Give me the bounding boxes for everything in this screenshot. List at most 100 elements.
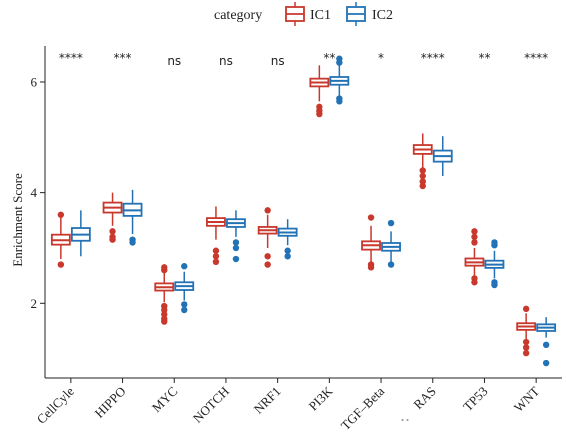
outlier-point xyxy=(471,233,478,241)
outlier-point xyxy=(471,228,478,235)
outlier-point xyxy=(419,172,426,180)
outlier-point xyxy=(284,247,291,254)
significance-cellcyle: **** xyxy=(59,51,83,65)
legend-title: category xyxy=(214,8,262,23)
outlier-point xyxy=(264,253,271,260)
significance-hippo: *** xyxy=(114,51,132,65)
box-ic1-nrf1 xyxy=(257,207,278,268)
outlier-point xyxy=(264,207,271,214)
legend-key-ic2 xyxy=(346,2,366,26)
outlier-point xyxy=(471,239,478,246)
significance-pi3k: ** xyxy=(323,51,335,65)
outlier-point xyxy=(316,110,323,118)
box-ic1-tgf-beta xyxy=(361,214,381,271)
box-ic2-notch xyxy=(226,210,246,263)
outlier-point xyxy=(419,167,426,174)
y-tick-label-6: 6 xyxy=(31,74,38,89)
outlier-point xyxy=(212,258,220,265)
outlier-point xyxy=(471,279,478,286)
outlier-point xyxy=(522,349,530,357)
outlier-point xyxy=(212,247,220,254)
significance-wnt: **** xyxy=(524,51,548,65)
outlier-point xyxy=(419,182,426,190)
outlier-point xyxy=(161,266,168,274)
outlier-point xyxy=(232,239,240,246)
significance-nrf1: ns xyxy=(271,54,285,68)
legend-item-ic2: IC2 xyxy=(346,2,393,26)
boxes xyxy=(50,55,557,367)
x-tick-label-tp53: TP53 xyxy=(460,384,491,415)
outlier-point xyxy=(491,242,498,249)
outlier-point xyxy=(387,219,395,227)
box-ic1-notch xyxy=(206,206,226,265)
outlier-point xyxy=(161,306,168,314)
box-ic2-myc xyxy=(174,263,195,314)
outlier-point xyxy=(284,253,291,260)
box-ic1-myc xyxy=(154,264,175,325)
outlier-point xyxy=(336,59,343,66)
outlier-point xyxy=(232,255,240,263)
legend-item-ic1: IC1 xyxy=(285,2,331,26)
y-axis-title: Enrichment Score xyxy=(10,173,25,267)
outlier-point xyxy=(181,301,188,308)
x-tick-label-ras: RAS xyxy=(410,384,438,412)
watermark: 云生信学生物信息学 xyxy=(398,415,540,432)
box-ic1-ras xyxy=(412,133,433,190)
outlier-point xyxy=(181,263,188,270)
x-tick-label-cellcyle: CellCyle xyxy=(34,383,77,426)
outlier-point xyxy=(57,211,65,218)
outlier-point xyxy=(522,305,530,313)
outlier-point xyxy=(181,306,188,314)
box-ic1-tp53 xyxy=(464,228,485,286)
outlier-point xyxy=(542,359,550,367)
y-tick-label-4: 4 xyxy=(31,185,38,200)
x-tick-label-tgf-beta: TGF–Beta xyxy=(338,383,388,433)
box-ic2-tp53 xyxy=(484,239,505,289)
box-ic1-wnt xyxy=(516,305,537,357)
box-ic1-pi3k xyxy=(309,65,330,118)
outlier-point xyxy=(109,228,116,235)
box-ic2-cellcyle xyxy=(70,210,91,257)
significance-tp53: ** xyxy=(478,51,490,65)
outlier-point xyxy=(367,264,375,271)
outlier-point xyxy=(161,311,168,318)
box-ic1-cellcyle xyxy=(50,211,71,268)
significance-ras: **** xyxy=(421,51,445,65)
watermark-text: 云生信学生物信息学 xyxy=(423,416,540,432)
box-ic1-hippo xyxy=(102,192,123,243)
outlier-point xyxy=(129,239,136,246)
x-tick-label-myc: MYC xyxy=(149,384,181,416)
x-tick-label-wnt: WNT xyxy=(511,383,543,415)
outlier-point xyxy=(542,341,550,348)
box-ic2-pi3k xyxy=(329,55,350,105)
outlier-point xyxy=(367,214,375,221)
outlier-point xyxy=(522,344,530,351)
outlier-point xyxy=(109,236,116,243)
x-tick-label-nrf1: NRF1 xyxy=(251,384,284,417)
legend: category IC1 IC2 xyxy=(214,2,393,26)
x-tick-label-pi3k: PI3K xyxy=(305,383,335,413)
box-ic2-ras xyxy=(432,136,453,177)
outlier-point xyxy=(336,98,343,105)
outlier-point xyxy=(264,261,271,268)
wechat-icon xyxy=(398,415,419,431)
legend-key-ic1 xyxy=(285,2,305,26)
outlier-point xyxy=(491,281,498,289)
outlier-point xyxy=(232,244,240,252)
outlier-point xyxy=(419,178,426,185)
x-tick-label-hippo: HIPPO xyxy=(91,384,128,421)
significance-notch: ns xyxy=(219,54,233,68)
significance-myc: ns xyxy=(167,54,181,68)
x-tick-label-notch: NOTCH xyxy=(190,384,232,426)
legend-label-ic1: IC1 xyxy=(310,8,331,23)
box-ic2-nrf1 xyxy=(277,219,298,260)
outlier-point xyxy=(522,338,530,346)
outlier-point xyxy=(57,261,65,268)
box-ic2-hippo xyxy=(122,189,143,246)
y-tick-label-2: 2 xyxy=(31,296,38,311)
box-ic2-tgf-beta xyxy=(381,219,401,268)
axes: 2 4 6 xyxy=(31,46,562,383)
outlier-point xyxy=(212,253,220,260)
significance-labels: **** *** ns ns ns ** * **** ** **** xyxy=(59,51,548,68)
